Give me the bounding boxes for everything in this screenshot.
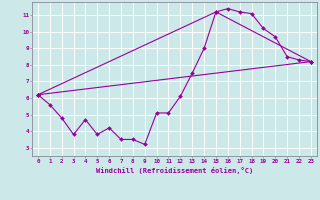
X-axis label: Windchill (Refroidissement éolien,°C): Windchill (Refroidissement éolien,°C) [96, 167, 253, 174]
